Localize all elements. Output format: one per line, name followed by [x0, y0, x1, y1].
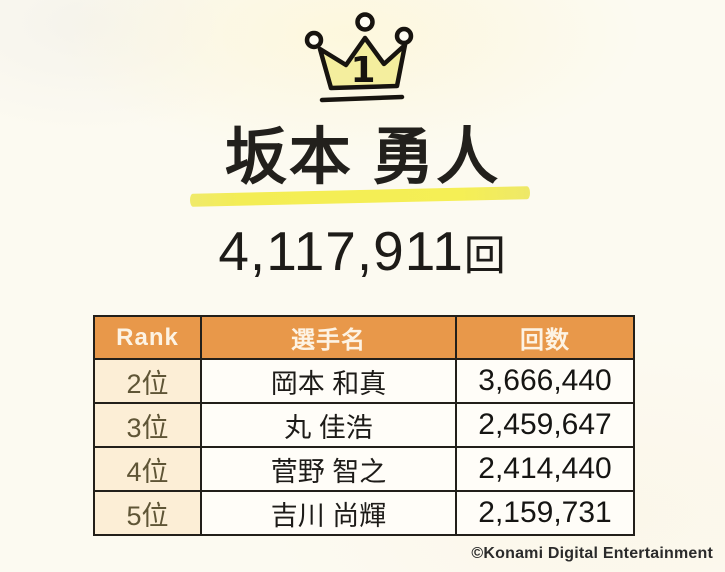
copyright-text: ©Konami Digital Entertainment: [471, 545, 713, 562]
header-rank: Rank: [93, 315, 202, 360]
crown-icon: 1: [304, 12, 414, 103]
count-cell: 3,666,440: [455, 358, 635, 404]
table-row: 3位 丸 佳浩 2,459,647: [93, 402, 635, 448]
crown-middle-ball: [355, 12, 375, 32]
champion-count-unit: 回: [463, 232, 507, 279]
count-cell: 2,414,440: [455, 446, 635, 492]
rank-cell: 4位: [93, 446, 202, 492]
count-cell: 2,459,647: [455, 402, 635, 448]
crown-rank-number: 1: [350, 50, 375, 91]
crown-right-ball: [394, 26, 414, 46]
player-name-cell: 丸 佳浩: [200, 402, 457, 448]
champion-name: 坂本 勇人: [224, 123, 501, 192]
player-name-cell: 吉川 尚輝: [200, 490, 457, 536]
crown-baseline: [319, 94, 405, 103]
player-name-cell: 岡本 和真: [200, 358, 457, 404]
header-count: 回数: [455, 315, 635, 360]
champion-count: 4,117,911回: [0, 219, 725, 283]
crown-left-ball: [304, 30, 324, 50]
table-row: 4位 菅野 智之 2,414,440: [93, 446, 635, 492]
player-name-cell: 菅野 智之: [200, 446, 457, 492]
count-cell: 2,159,731: [455, 490, 635, 536]
table-row: 5位 吉川 尚輝 2,159,731: [93, 490, 635, 536]
rank-cell: 5位: [93, 490, 202, 536]
ranking-table: Rank 選手名 回数 2位 岡本 和真 3,666,440 3位 丸 佳浩 2…: [93, 315, 635, 536]
crown-body: [317, 35, 408, 91]
rank-cell: 3位: [93, 402, 202, 448]
table-header-row: Rank 選手名 回数: [93, 315, 635, 360]
champion-count-value: 4,117,911: [218, 220, 464, 282]
header-player-name: 選手名: [200, 315, 457, 360]
rank-cell: 2位: [93, 358, 202, 404]
table-row: 2位 岡本 和真 3,666,440: [93, 358, 635, 404]
